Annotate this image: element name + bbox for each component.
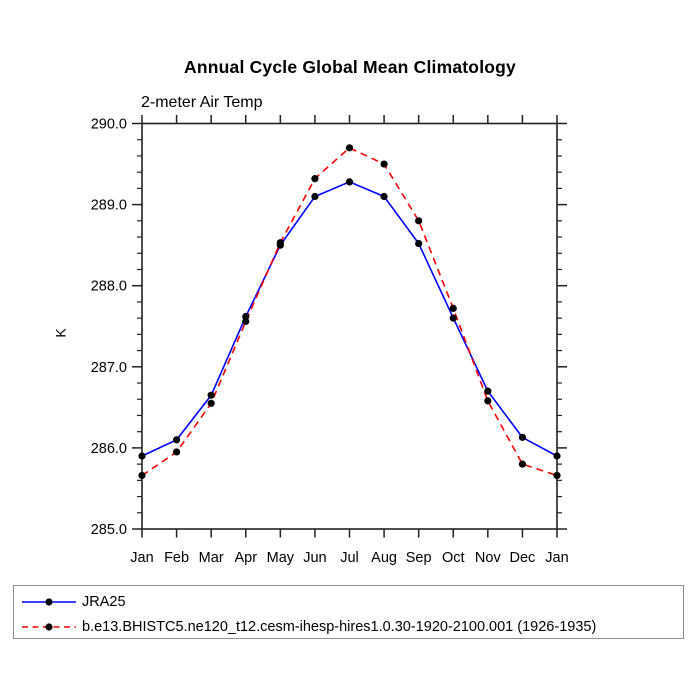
x-tick-label: Oct: [442, 550, 465, 566]
data-point-model: [484, 397, 492, 405]
data-point-model: [138, 471, 146, 480]
x-tick-label: Apr: [234, 550, 257, 566]
x-tick-label: Feb: [164, 550, 189, 566]
chart-title: Annual Cycle Global Mean Climatology: [184, 57, 516, 77]
data-point-model: [242, 317, 250, 325]
x-tick-label: Jan: [130, 550, 153, 566]
data-point-model: [311, 175, 319, 183]
x-tick-label: Dec: [510, 550, 536, 566]
x-tick-label: Aug: [371, 550, 397, 566]
data-point-jra25: [207, 391, 215, 399]
data-point-model: [276, 239, 284, 247]
legend-box: JRA25 b.e13.BHISTC5.ne120_t12.cesm-ihesp…: [13, 585, 684, 639]
data-point-jra25: [415, 239, 423, 248]
data-point-model: [415, 217, 423, 225]
legend-item-model: b.e13.BHISTC5.ne120_t12.cesm-ihesp-hires…: [18, 615, 596, 639]
data-point-model: [207, 399, 215, 407]
data-point-model: [449, 304, 457, 313]
legend-line-sample-solid-icon: [22, 598, 76, 606]
data-point-model: [553, 471, 561, 480]
x-tick-label: Nov: [475, 550, 502, 566]
data-point-jra25: [311, 192, 319, 201]
y-tick-label: 285.0: [91, 522, 127, 538]
data-point-jra25: [345, 178, 354, 186]
data-point-jra25: [449, 314, 457, 322]
x-tick-label: Jul: [340, 550, 359, 566]
y-tick-label: 286.0: [91, 441, 127, 457]
chart-subtitle: 2-meter Air Temp: [141, 94, 263, 111]
y-tick-label: 289.0: [91, 198, 127, 214]
legend-label-jra25: JRA25: [82, 594, 126, 610]
x-tick-label: Jun: [303, 550, 326, 566]
data-point-model: [172, 448, 181, 456]
data-point-jra25: [380, 192, 388, 201]
data-point-jra25: [138, 452, 146, 460]
data-point-jra25: [484, 387, 492, 395]
data-point-model: [518, 460, 527, 468]
data-point-model: [345, 144, 354, 152]
legend-line-sample-dashed-icon: [22, 623, 76, 631]
y-tick-label: 287.0: [91, 360, 127, 376]
x-tick-label: Mar: [199, 550, 224, 566]
data-point-jra25: [553, 452, 561, 460]
data-point-model: [380, 160, 388, 168]
data-point-jra25: [172, 436, 181, 444]
x-tick-label: Sep: [406, 550, 432, 566]
series-line-model: [141, 146, 558, 477]
x-tick-label: May: [267, 550, 295, 566]
y-tick-label: 290.0: [91, 117, 127, 133]
y-tick-label: 288.0: [91, 279, 127, 295]
legend-label-model: b.e13.BHISTC5.ne120_t12.cesm-ihesp-hires…: [82, 619, 597, 635]
legend-item-jra25: JRA25: [18, 590, 126, 614]
x-tick-label: Jan: [545, 550, 568, 566]
data-point-jra25: [518, 433, 527, 441]
